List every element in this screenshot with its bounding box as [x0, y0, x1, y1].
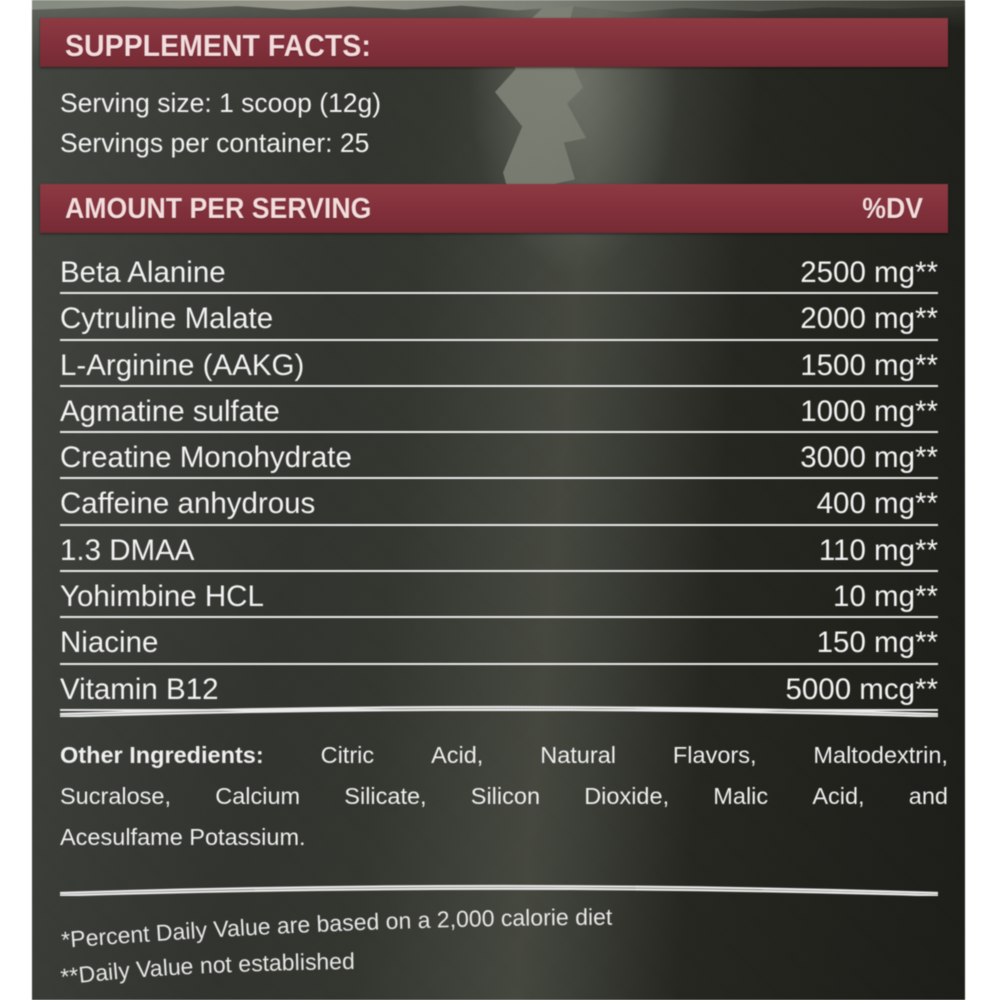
- svg-text:*Percent Daily Value are based: *Percent Daily Value are based on a 2,00…: [60, 908, 613, 953]
- svg-text:**Daily Value not established: **Daily Value not established: [60, 951, 355, 990]
